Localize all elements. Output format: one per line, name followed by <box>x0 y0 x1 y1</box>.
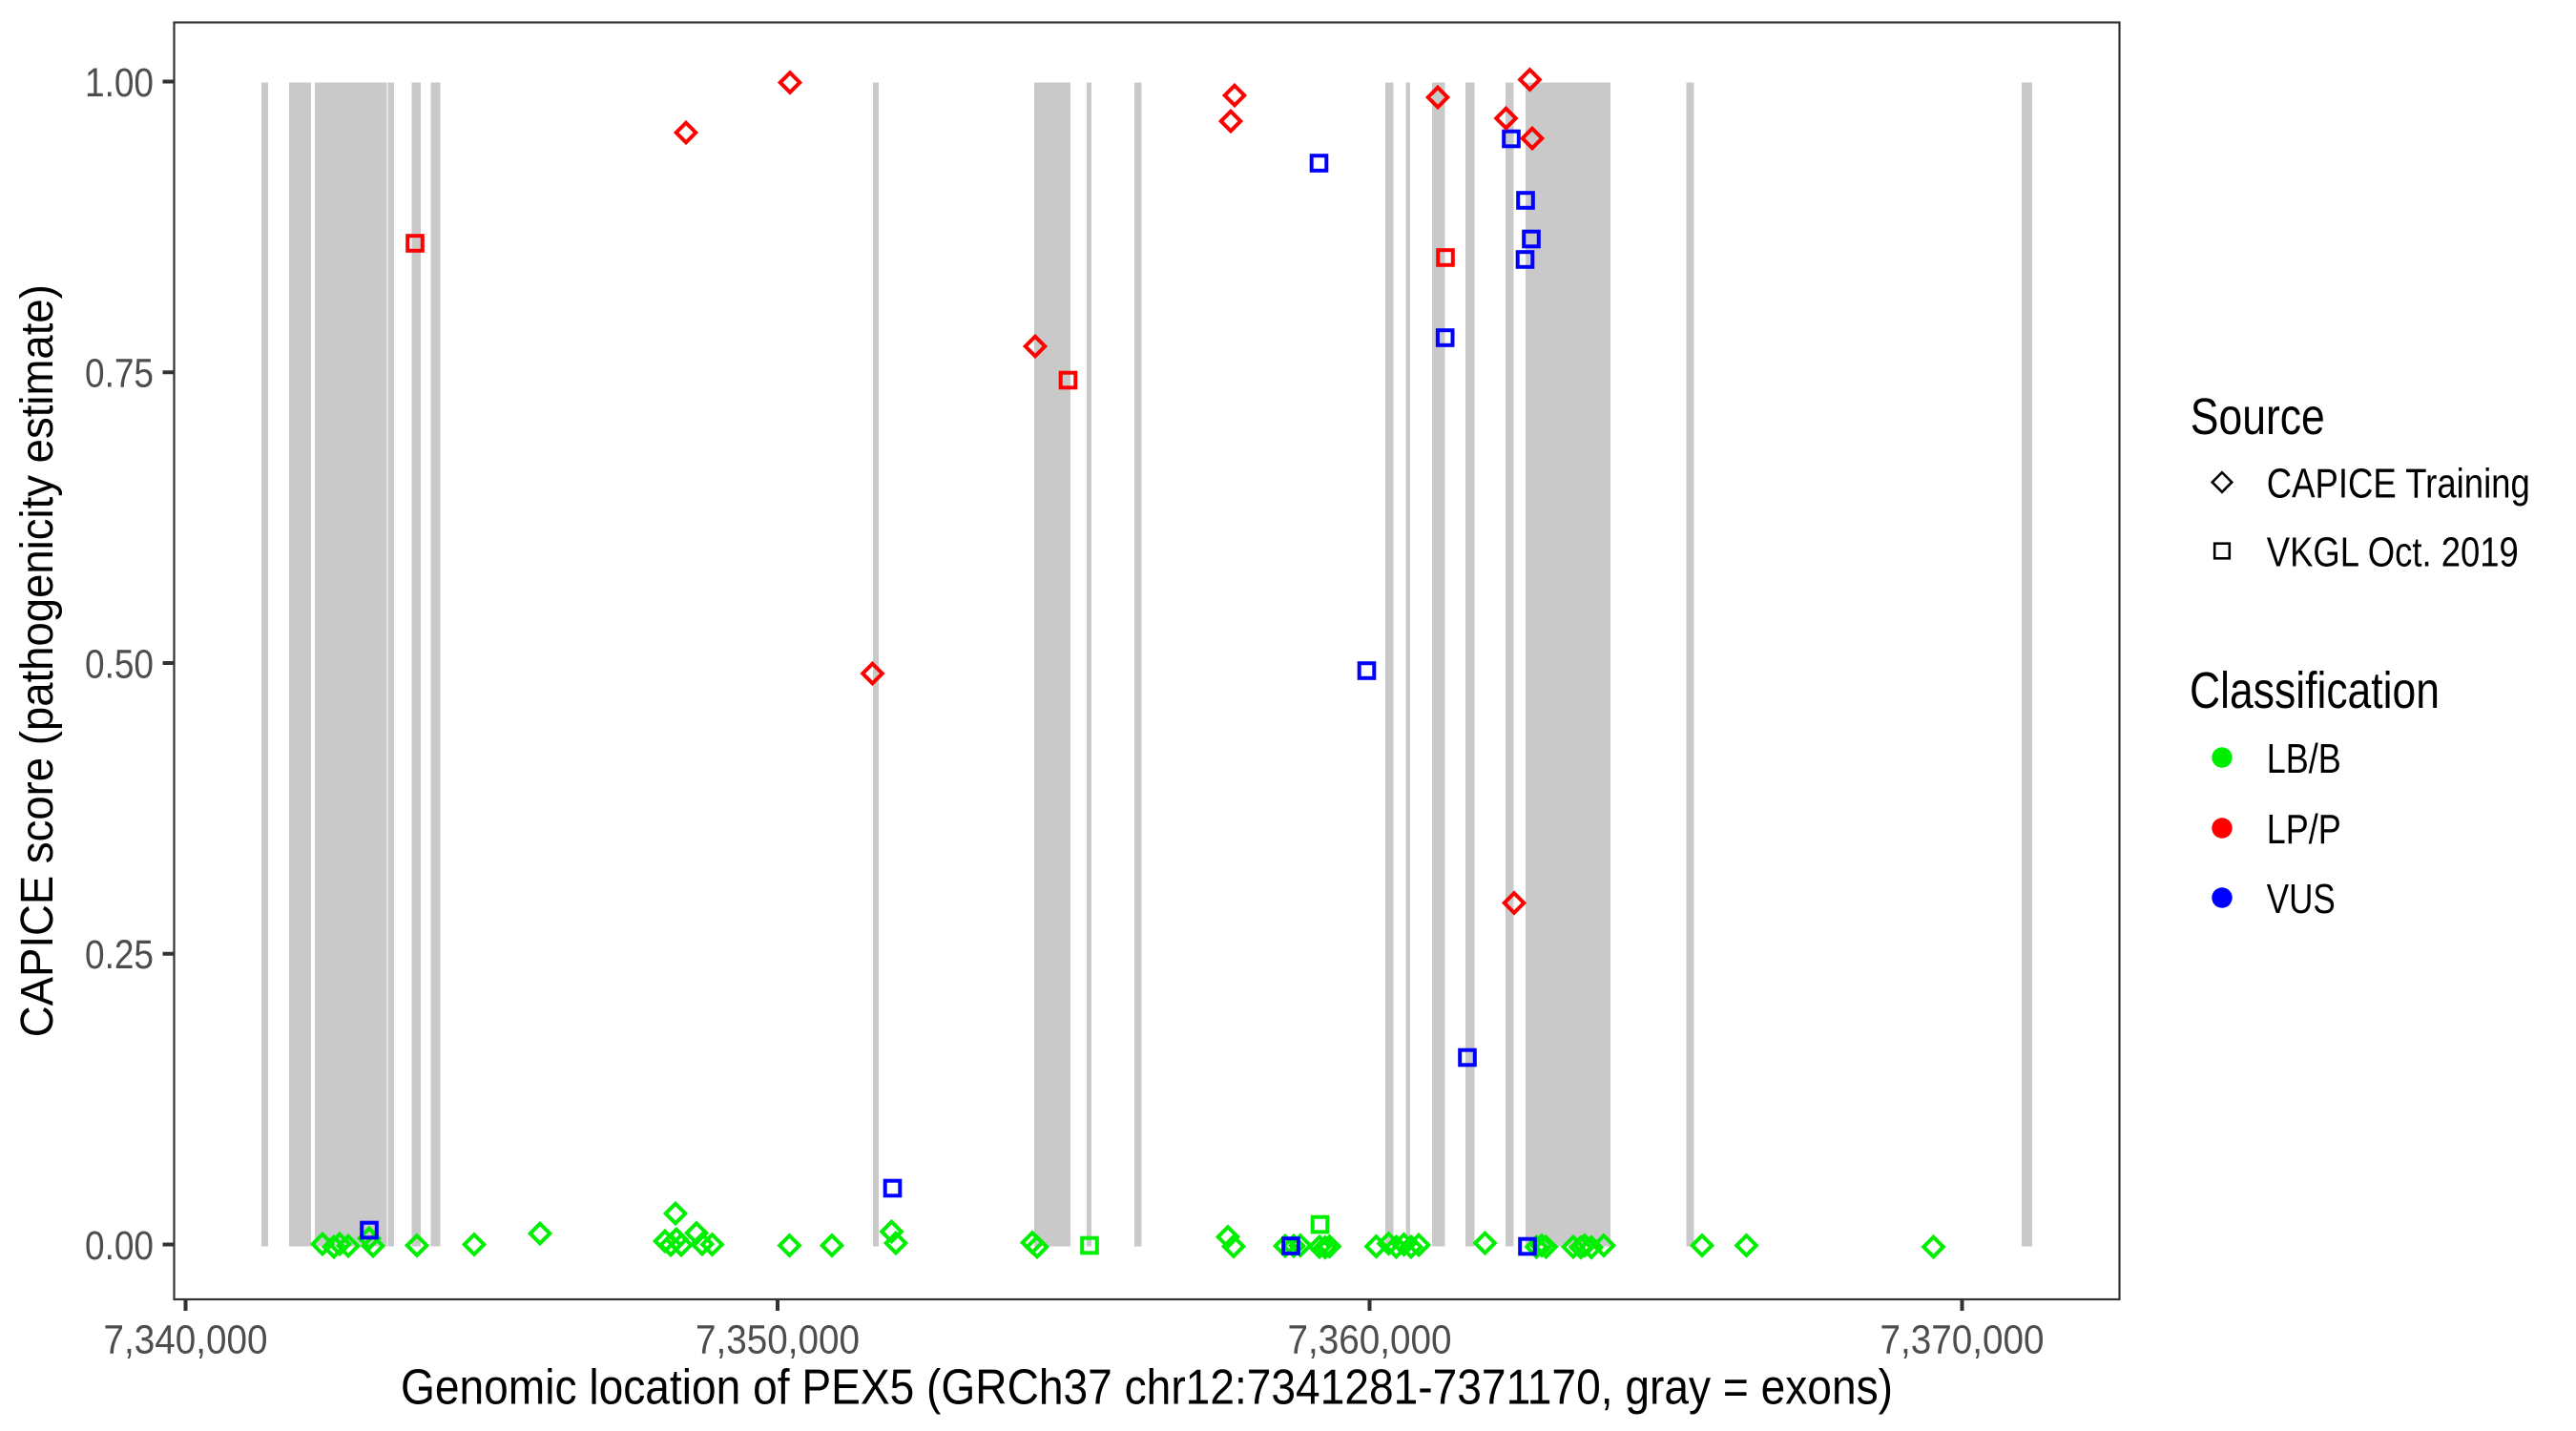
svg-text:7,370,000: 7,370,000 <box>1880 1317 2045 1363</box>
svg-text:LB/B: LB/B <box>2267 736 2341 782</box>
svg-text:0.50: 0.50 <box>85 641 154 687</box>
svg-text:7,360,000: 7,360,000 <box>1288 1317 1452 1363</box>
svg-text:0.00: 0.00 <box>85 1223 154 1269</box>
svg-text:0.25: 0.25 <box>85 932 154 978</box>
svg-text:7,350,000: 7,350,000 <box>696 1317 860 1363</box>
svg-text:CAPICE score (pathogenicity es: CAPICE score (pathogenicity estimate) <box>12 284 63 1037</box>
svg-text:CAPICE Training: CAPICE Training <box>2267 461 2530 508</box>
svg-text:VKGL Oct. 2019: VKGL Oct. 2019 <box>2267 529 2519 576</box>
svg-text:Classification: Classification <box>2190 662 2440 719</box>
svg-text:1.00: 1.00 <box>85 60 154 106</box>
svg-text:7,340,000: 7,340,000 <box>104 1317 268 1363</box>
svg-text:Source: Source <box>2191 388 2325 446</box>
svg-text:LP/P: LP/P <box>2267 806 2341 853</box>
svg-text:0.75: 0.75 <box>85 351 154 397</box>
svg-text:Genomic location of PEX5 (GRCh: Genomic location of PEX5 (GRCh37 chr12:7… <box>401 1360 1893 1416</box>
svg-text:VUS: VUS <box>2267 876 2336 923</box>
